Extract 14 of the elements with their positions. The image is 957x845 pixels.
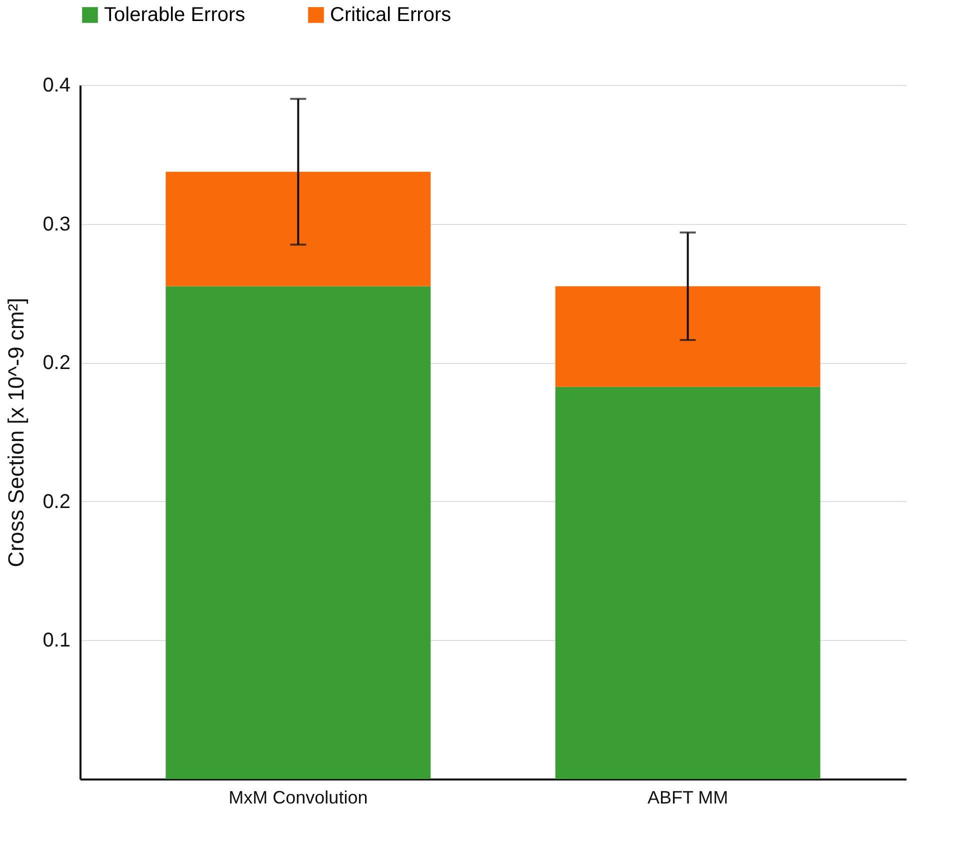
bar: [166, 286, 431, 779]
y-tick-label: 0.2: [42, 490, 70, 513]
y-tick-label: 0.3: [42, 213, 70, 236]
bar: [555, 286, 820, 387]
y-tick-label: 0.2: [42, 352, 70, 374]
legend-label: Tolerable Errors: [104, 4, 246, 26]
y-tick-label: 0.4: [42, 74, 70, 96]
bar: [166, 172, 431, 286]
x-tick-label: ABFT MM: [647, 788, 728, 808]
x-tick-label: MxM Convolution: [228, 788, 368, 808]
y-axis-title: Cross Section [x 10^-9 cm²]: [4, 298, 29, 568]
bar: [555, 386, 820, 779]
legend-label: Critical Errors: [330, 4, 452, 26]
y-tick-label: 0.1: [42, 630, 70, 652]
